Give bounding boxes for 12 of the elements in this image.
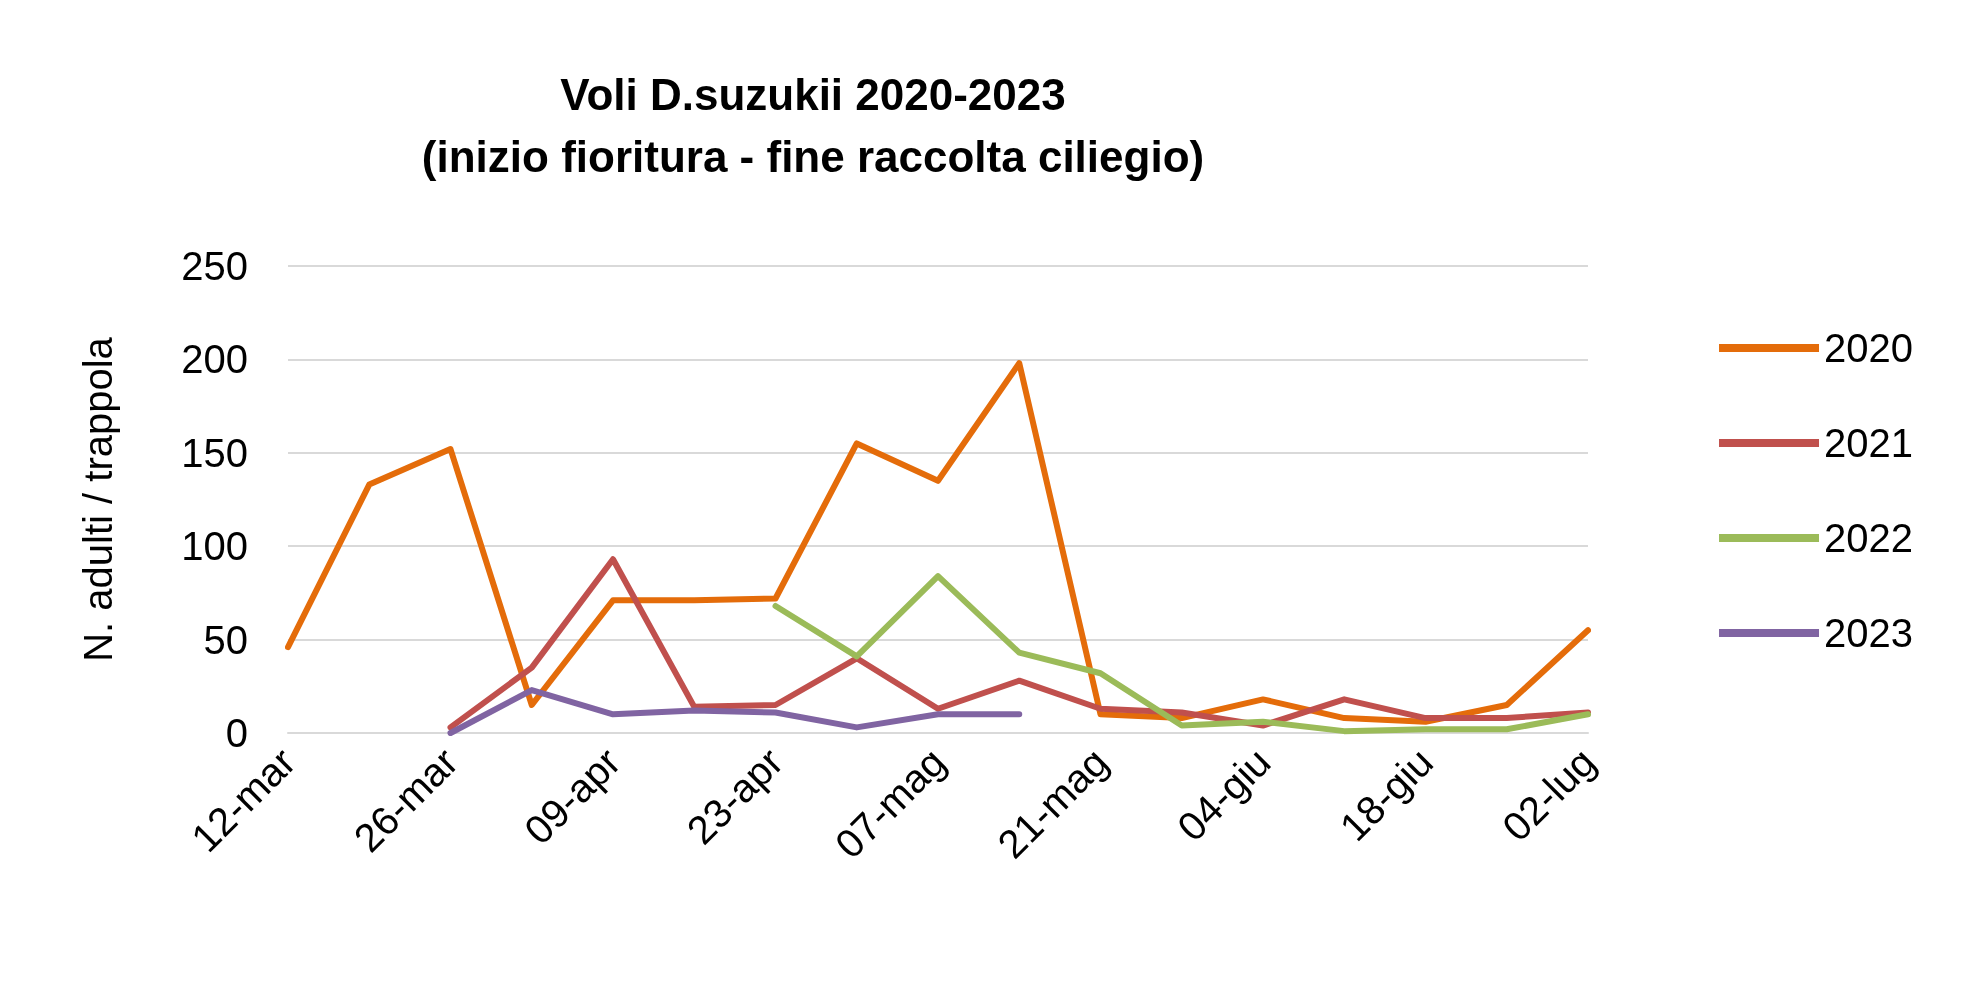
y-tick-label: 200 [181,337,248,382]
legend-label: 2020 [1824,326,1913,370]
legend-label: 2023 [1824,611,1913,655]
y-tick-label: 50 [203,617,248,662]
y-tick-label: 100 [181,524,248,569]
y-axis-title: N. adulti / trappola [76,336,120,662]
legend-label: 2021 [1824,421,1913,465]
chart-title: Voli D.suzukii 2020-2023 (inizio fioritura - fine raccolta ciliegio) [421,69,1205,181]
y-tick-label: 250 [181,244,248,288]
legend-label: 2022 [1824,516,1913,560]
y-tick-label: 150 [181,430,248,475]
y-tick-label: 0 [225,711,248,755]
